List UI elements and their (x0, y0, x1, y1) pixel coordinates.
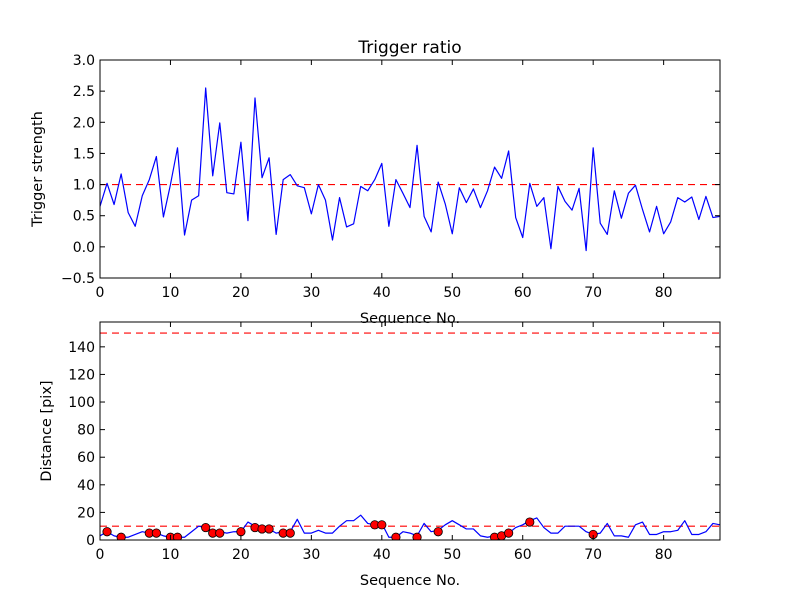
x-tick-label: 70 (584, 285, 602, 301)
y-tick-label: 60 (77, 450, 95, 466)
trigger-ratio-axes-frame (99, 59, 721, 279)
y-tick-label: 80 (77, 423, 95, 439)
distance-plot-area (100, 332, 720, 540)
x-tick-label: 30 (302, 285, 320, 301)
x-tick-label: 10 (162, 547, 180, 563)
data-marker (172, 532, 183, 540)
y-tick-label: 0 (86, 533, 95, 549)
x-tick-label: 50 (443, 285, 461, 301)
data-marker (236, 527, 246, 537)
x-tick-label: 80 (655, 285, 673, 301)
x-tick-label: 0 (96, 285, 105, 301)
trigger-ratio-title: Trigger ratio (357, 38, 461, 58)
y-tick-label: 2.5 (73, 84, 95, 100)
distance-panel: 0 10 20 30 40 50 60 70 80 0 20 40 60 80 100 120 140 Sequ… (39, 321, 721, 589)
y-tick-label: 40 (77, 478, 95, 494)
series-line (100, 87, 720, 252)
x-tick-label: 0 (96, 547, 105, 563)
x-tick-label: 30 (302, 547, 320, 563)
y-tick-label: 20 (77, 505, 95, 521)
y-tick-label: 1.5 (73, 146, 95, 162)
trigger-ratio-panel: 0 10 20 30 40 50 60 70 80 −0.5 0.0 0.5 1.0 1.5 2.0 2.5 3… (30, 38, 721, 327)
y-tick-label: 0.5 (73, 209, 95, 225)
x-tick-label: 10 (162, 285, 180, 301)
x-tick-label: 20 (232, 285, 250, 301)
data-marker (102, 527, 112, 537)
y-tick-label: 140 (68, 340, 95, 356)
data-marker (285, 528, 295, 538)
x-tick-label: 40 (373, 285, 391, 301)
data-marker (215, 528, 225, 538)
x-tick-label: 70 (584, 547, 602, 563)
distance-ticks: 0 10 20 30 40 50 60 70 80 0 20 40 60 80 100 120 140 (68, 322, 720, 563)
data-marker (264, 524, 274, 534)
x-tick-label: 40 (373, 547, 391, 563)
data-marker (391, 532, 401, 540)
data-marker (433, 527, 443, 537)
x-tick-label: 20 (232, 547, 250, 563)
y-tick-label: 0.0 (73, 240, 95, 256)
data-marker (116, 532, 126, 540)
y-tick-label: 3.0 (73, 53, 95, 69)
y-tick-label: 120 (68, 367, 95, 383)
trigger-ratio-ticks: 0 10 20 30 40 50 60 70 80 −0.5 0.0 0.5 1.0 1.5 2.0 2.5 3… (61, 53, 720, 301)
trigger-ratio-y-axis-label: Trigger strength (30, 111, 46, 228)
y-tick-label: 100 (68, 395, 95, 411)
x-tick-label: 80 (655, 547, 673, 563)
y-tick-label: 1.0 (73, 178, 95, 194)
distance-x-axis-label: Sequence No. (360, 573, 460, 589)
x-tick-label: 60 (514, 285, 532, 301)
distance-axes-frame (99, 321, 721, 541)
x-tick-label: 50 (443, 547, 461, 563)
data-marker (201, 522, 211, 533)
data-marker (504, 528, 514, 538)
data-marker (151, 528, 161, 538)
y-tick-label: −0.5 (61, 271, 95, 287)
trigger-ratio-x-axis-label: Sequence No. (360, 311, 460, 327)
distance-y-axis-label: Distance [pix] (39, 380, 55, 481)
x-tick-label: 60 (514, 547, 532, 563)
data-marker (525, 517, 535, 527)
trigger-ratio-plot-area (100, 87, 720, 252)
data-marker (412, 532, 422, 540)
y-tick-label: 2.0 (73, 115, 95, 131)
data-marker (377, 520, 387, 530)
